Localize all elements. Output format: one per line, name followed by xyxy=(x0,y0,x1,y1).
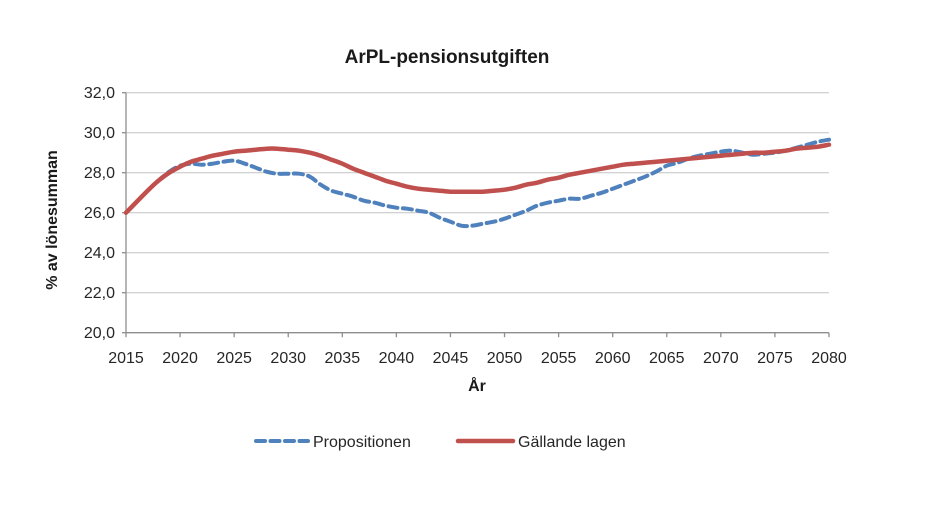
x-tick-label: 2075 xyxy=(757,350,793,367)
tick-labels: 20,0 22,0 24,0 26,0 28,0 30,0 32,0 2015 2020 2025… xyxy=(84,85,847,367)
x-axis-title: År xyxy=(468,376,486,395)
y-axis-title: % av lönesumman xyxy=(44,150,61,290)
y-tick-label: 20,0 xyxy=(84,325,115,342)
series-lines xyxy=(123,137,832,229)
x-tick-label: 2060 xyxy=(595,350,631,367)
x-tick-label: 2030 xyxy=(270,350,306,367)
x-tick-label: 2025 xyxy=(216,350,252,367)
gridlines xyxy=(126,92,829,294)
x-tick-label: 2015 xyxy=(108,350,144,367)
legend-label-gallande-lagen: Gällande lagen xyxy=(518,434,626,451)
x-tick-label: 2055 xyxy=(541,350,577,367)
y-tick-label: 32,0 xyxy=(84,85,115,102)
y-tick-label: 22,0 xyxy=(84,285,115,302)
x-tick-label: 2070 xyxy=(703,350,739,367)
x-tick-label: 2020 xyxy=(162,350,198,367)
y-tick-label: 30,0 xyxy=(84,125,115,142)
x-tick-label: 2050 xyxy=(487,350,523,367)
legend-label-propositionen: Propositionen xyxy=(313,434,411,451)
series-line-propositionen xyxy=(124,137,831,229)
y-tick-label: 28,0 xyxy=(84,165,115,182)
x-tick-label: 2065 xyxy=(649,350,685,367)
x-tick-label: 2080 xyxy=(811,350,847,367)
axes xyxy=(122,92,830,338)
y-tick-label: 24,0 xyxy=(84,245,115,262)
y-tick-label: 26,0 xyxy=(84,205,115,222)
legend-item-gallande-lagen: Gällande lagen xyxy=(455,434,626,451)
legend-item-propositionen: Propositionen xyxy=(254,434,411,451)
chart-title: ArPL-pensionsutgiften xyxy=(345,47,550,68)
x-tick-label: 2040 xyxy=(379,350,415,367)
legend: Propositionen Gällande lagen xyxy=(254,434,626,451)
series-line-gallande-lagen xyxy=(123,142,832,215)
x-tick-label: 2045 xyxy=(433,350,469,367)
x-tick-label: 2035 xyxy=(325,350,361,367)
